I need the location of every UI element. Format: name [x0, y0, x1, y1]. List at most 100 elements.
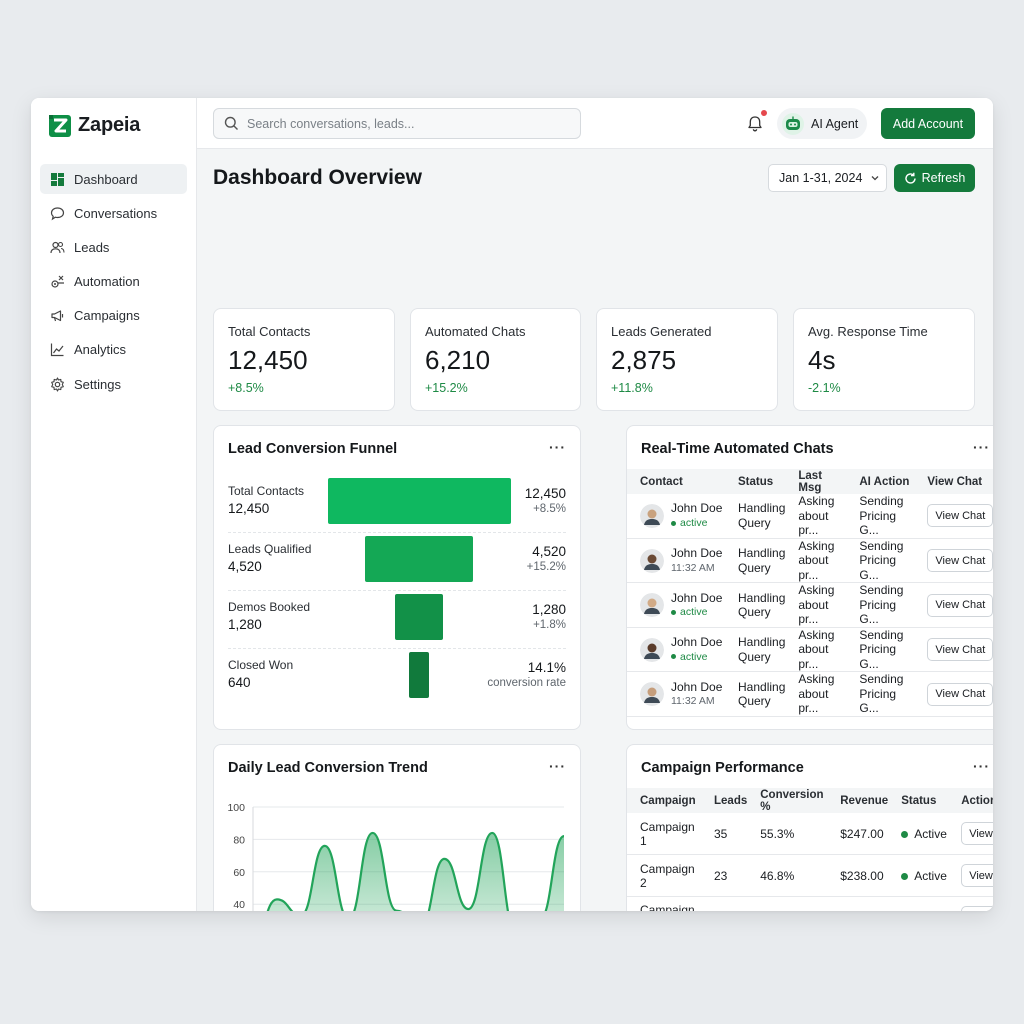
sidebar-item-campaigns[interactable]: Campaigns — [40, 301, 187, 331]
view-chat-button[interactable]: View Chat — [927, 638, 993, 662]
contact-name: John Doe — [671, 679, 723, 694]
sidebar-item-label: Dashboard — [74, 171, 138, 187]
table-row: John Doe 11:32 AM Handling Query Asking about… — [627, 671, 993, 717]
stat-label: Automated Chats — [425, 324, 526, 339]
stat-label: Total Contacts — [228, 324, 311, 339]
bell-icon[interactable] — [745, 114, 765, 134]
table-header-row: Campaign Leads Conversion % Revenue Stat… — [627, 788, 993, 813]
logo-icon — [49, 114, 71, 137]
view-campaign-button[interactable]: View — [961, 864, 993, 888]
ai-action-line: Sending — [859, 538, 904, 553]
app-window: Zapeia Dashboard Conversations Leads Aut… — [31, 98, 993, 911]
last-msg-cell: Asking about pr... — [785, 538, 847, 584]
last-msg-line: about pr... — [798, 597, 829, 627]
view-chat-button[interactable]: View Chat — [927, 504, 993, 528]
view-chat-cell: View Chat — [914, 627, 993, 673]
view-chat-button[interactable]: View Chat — [927, 549, 993, 573]
contact-cell: John Doe active — [627, 582, 725, 628]
analytics-icon — [50, 343, 64, 357]
more-options-icon[interactable]: ··· — [973, 439, 990, 455]
status-cell: Handling Query — [725, 582, 786, 628]
refresh-icon — [904, 172, 916, 184]
y-tick-label: 100 — [227, 802, 245, 814]
status-cell: Handling Query — [725, 538, 786, 584]
date-range-select[interactable]: Jan 1-31, 2024 — [768, 164, 887, 192]
search-box[interactable] — [213, 108, 581, 139]
funnel-stage-change: +15.2% — [526, 561, 566, 573]
status-badge: Active — [914, 868, 947, 883]
sidebar-item-label: Analytics — [74, 342, 127, 358]
funnel-stage-label: Demos Booked — [228, 600, 311, 614]
campaign-conversion: 55.3% — [747, 813, 828, 856]
stat-card-automated-chats: Automated Chats 6,210 +15.2% — [410, 308, 581, 411]
add-account-button[interactable]: Add Account — [881, 108, 975, 139]
sidebar-item-conversations[interactable]: Conversations — [40, 198, 187, 228]
campaign-status-cell: Active — [888, 813, 949, 856]
stat-value: 4s — [808, 345, 836, 375]
contact-cell: John Doe active — [627, 627, 725, 673]
contact-substatus: active — [671, 516, 722, 531]
campaign-conversion: 36.5% — [747, 896, 828, 911]
view-chat-button[interactable]: View Chat — [927, 682, 993, 706]
status-line: Handling — [738, 635, 786, 650]
series-line — [266, 831, 565, 911]
campaign-name: Campaign 2 — [627, 854, 701, 898]
campaigns-table: Campaign Leads Conversion % Revenue Stat… — [627, 788, 993, 911]
sidebar-item-label: Settings — [74, 376, 121, 392]
status-dot — [901, 873, 909, 881]
stat-card-avg-response-time: Avg. Response Time 4s -2.1% — [793, 308, 975, 411]
sidebar-item-analytics[interactable]: Analytics — [40, 335, 187, 365]
realtime-chats-card: Real-Time Automated Chats ··· Contact St… — [626, 425, 993, 730]
series-area — [267, 832, 564, 911]
contact-substatus: active — [671, 650, 722, 665]
ai-agent-pill[interactable]: AI Agent — [777, 108, 867, 139]
logo[interactable]: Zapeia — [49, 114, 140, 137]
contact-name: John Doe — [671, 635, 723, 650]
contact-substatus: active — [671, 605, 722, 620]
search-input[interactable] — [247, 116, 567, 131]
sidebar-item-dashboard[interactable]: Dashboard — [40, 164, 187, 194]
sidebar-item-settings[interactable]: Settings — [40, 369, 187, 399]
funnel-stage-label: Closed Won — [228, 658, 294, 672]
last-msg-cell: Asking about pr... — [785, 671, 847, 717]
view-chat-cell: View Chat — [914, 538, 993, 584]
view-campaign-button[interactable]: View — [961, 905, 993, 911]
more-options-icon[interactable]: ··· — [549, 758, 566, 774]
last-msg-cell: Asking about pr... — [785, 627, 847, 673]
more-options-icon[interactable]: ··· — [549, 439, 566, 455]
online-dot — [671, 520, 676, 526]
robot-icon — [782, 112, 804, 135]
stat-delta: -2.1% — [808, 381, 841, 395]
card-title: Daily Lead Conversion Trend — [228, 760, 428, 776]
dashboard-icon — [51, 172, 64, 186]
column-header: Status — [725, 469, 786, 494]
trend-card: Daily Lead Conversion Trend ··· 0 20 40 60 8… — [213, 744, 581, 911]
stat-card-total-contacts: Total Contacts 12,450 +8.5% — [213, 308, 395, 411]
status-cell: Handling Query — [725, 627, 786, 673]
contact-substatus-text: active — [680, 606, 708, 619]
column-header: View Chat — [914, 469, 993, 494]
more-options-icon[interactable]: ··· — [973, 758, 990, 774]
status-line: Query — [738, 515, 771, 530]
stat-value: 2,875 — [611, 345, 677, 375]
campaign-conversion: 46.8% — [747, 854, 828, 898]
contact-substatus: 11:32 AM — [671, 561, 722, 576]
refresh-button[interactable]: Refresh — [894, 164, 975, 192]
view-chat-button[interactable]: View Chat — [927, 593, 993, 617]
ai-action-line: Sending — [859, 583, 904, 598]
view-campaign-button[interactable]: View — [961, 822, 993, 846]
last-msg-line: about pr... — [798, 508, 829, 538]
avatar — [640, 637, 664, 662]
ai-action-line: Pricing G... — [859, 553, 897, 582]
sidebar-item-automation[interactable]: Automation — [40, 267, 187, 297]
column-header: Leads — [701, 788, 748, 813]
campaign-leads: 20 — [701, 896, 748, 911]
funnel-bar — [365, 536, 473, 582]
sidebar-item-leads[interactable]: Leads — [40, 232, 187, 262]
main-content: Dashboard Overview Jan 1-31, 2024 Refres… — [197, 149, 993, 911]
view-chat-cell: View Chat — [914, 671, 993, 717]
table-row: Campaign 2 23 46.8% $238.00 Active View — [627, 854, 993, 898]
funnel-stage-label: Leads Qualified — [228, 542, 312, 556]
column-header: Revenue — [827, 788, 889, 813]
sidebar-item-label: Conversations — [74, 205, 158, 221]
